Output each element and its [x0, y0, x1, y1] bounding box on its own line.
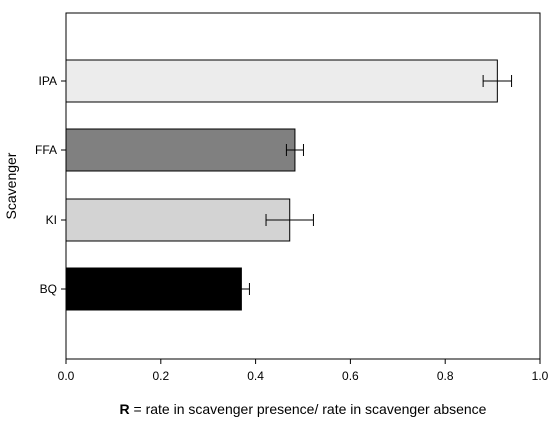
- x-tick-label-5: 1.0: [532, 369, 549, 383]
- plot-frame: [65, 12, 541, 360]
- x-tick-label-0: 0.0: [58, 369, 75, 383]
- bar-ffa: [65, 128, 296, 172]
- x-tick-label-3: 0.6: [342, 369, 359, 383]
- x-axis-label-symbol: R: [120, 401, 130, 417]
- bars: [65, 59, 498, 311]
- y-axis: IPA FFA KI BQ: [35, 74, 66, 296]
- x-axis: 0.0 0.2 0.4 0.6 0.8 1.0: [58, 359, 549, 383]
- y-tick-label-bq: BQ: [40, 282, 57, 296]
- x-tick-label-2: 0.4: [247, 369, 264, 383]
- bar-ipa: [65, 59, 498, 103]
- x-axis-label: R = rate in scavenger presence/ rate in …: [120, 401, 487, 417]
- y-axis-label: Scavenger: [3, 152, 19, 219]
- error-bars: [232, 75, 513, 295]
- error-bar-ipa: [482, 75, 513, 87]
- y-tick-label-ipa: IPA: [39, 74, 57, 88]
- error-bar-ffa: [285, 144, 304, 156]
- x-tick-label-1: 0.2: [152, 369, 169, 383]
- bar-bq: [65, 267, 242, 311]
- x-tick-label-4: 0.8: [437, 369, 454, 383]
- y-tick-label-ki: KI: [46, 213, 57, 227]
- y-tick-label-ffa: FFA: [35, 143, 57, 157]
- x-axis-label-text: = rate in scavenger presence/ rate in sc…: [130, 401, 487, 417]
- bar-ki: [65, 198, 291, 242]
- error-bar-bq: [232, 283, 250, 295]
- error-bar-ki: [265, 214, 314, 226]
